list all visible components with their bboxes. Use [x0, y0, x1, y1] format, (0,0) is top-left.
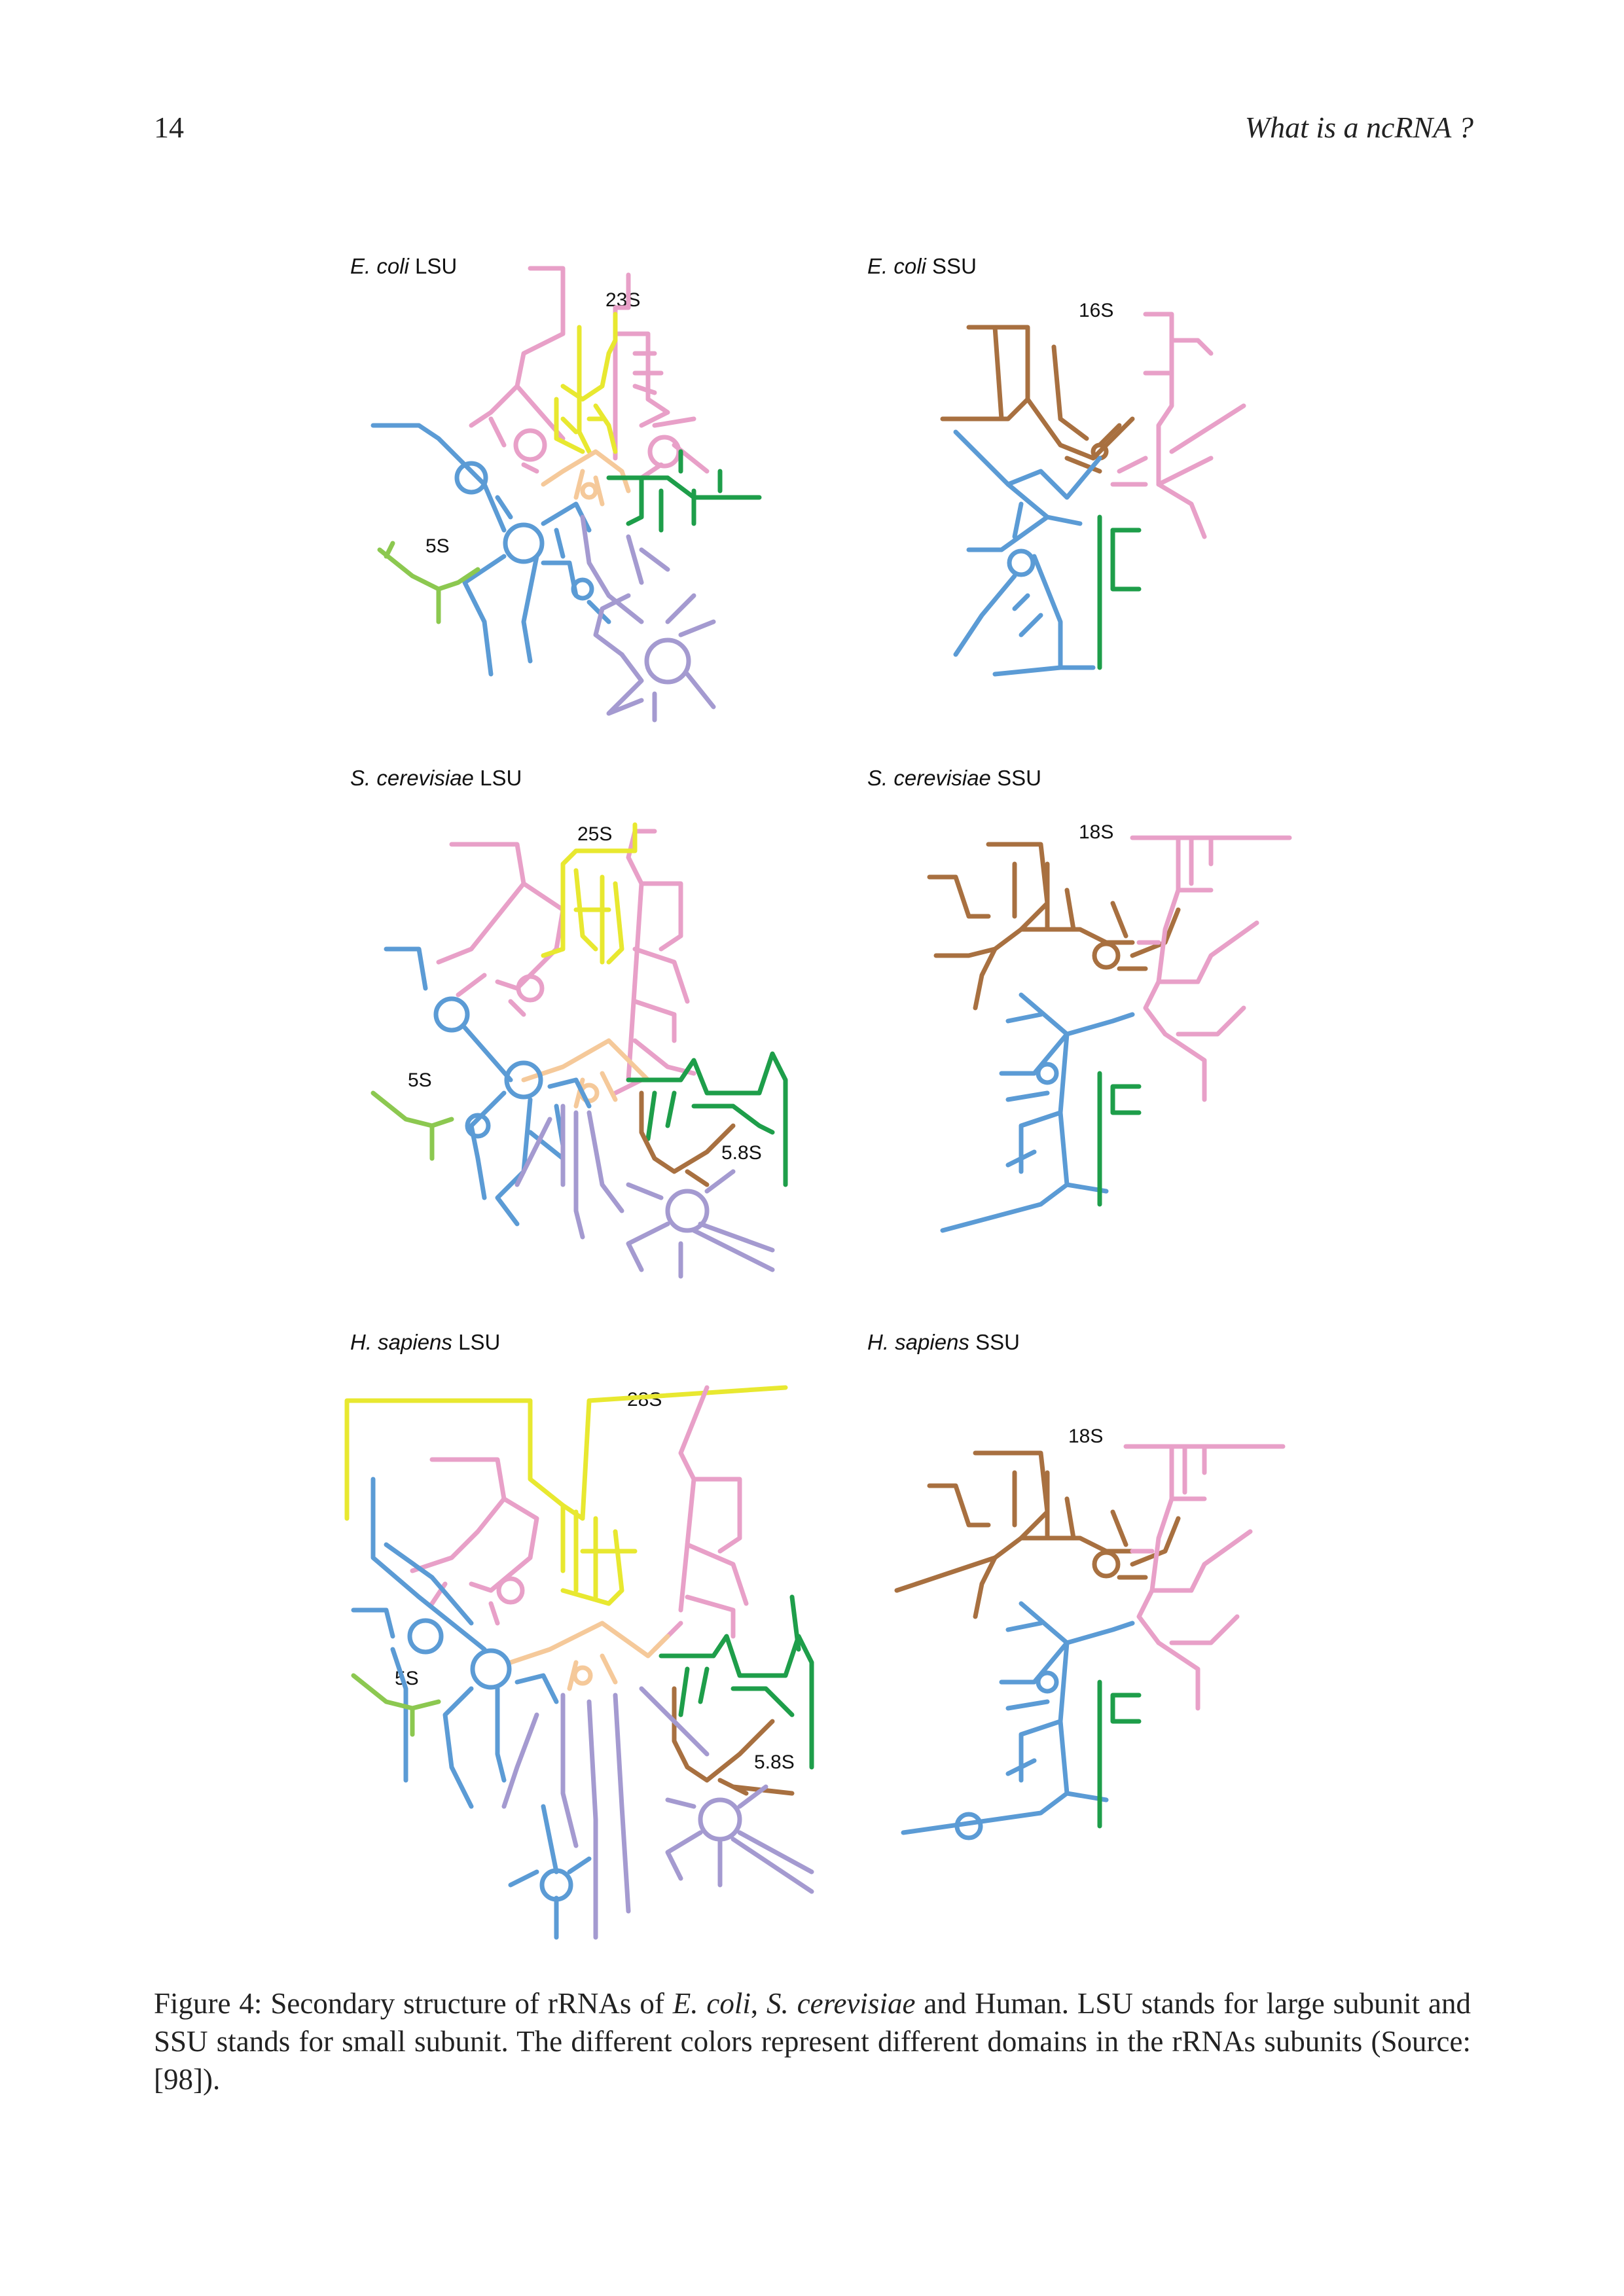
- scerevisiae-ssu-structure: [927, 835, 1292, 1233]
- panel-label-ecoli-lsu: E. coli LSU: [350, 254, 458, 278]
- rna-label-18s-yeast: 18S: [1079, 821, 1114, 843]
- rna-label-25s: 25S: [577, 823, 613, 845]
- panel-label-hsapiens-ssu: H. sapiens SSU: [867, 1330, 1020, 1354]
- page-number: 14: [154, 111, 184, 144]
- ecoli-ssu-structure: [940, 312, 1246, 677]
- running-title: What is a ncRNA ?: [1244, 111, 1473, 144]
- rna-label-5s-ecoli: 5S: [425, 535, 450, 557]
- panel-label-ecoli-ssu: E. coli SSU: [867, 254, 977, 278]
- hsapiens-lsu-structure: [344, 1385, 814, 1940]
- ecoli-lsu-structure: [370, 266, 762, 723]
- rna-label-58s-yeast: 5.8S: [721, 1142, 762, 1164]
- panel-label-scerevisiae-ssu: S. cerevisiae SSU: [867, 766, 1041, 790]
- rna-label-5s-yeast: 5S: [408, 1069, 432, 1091]
- panel-label-scerevisiae-lsu: S. cerevisiae LSU: [350, 766, 522, 790]
- panel-label-hsapiens-lsu: H. sapiens LSU: [350, 1330, 501, 1354]
- rna-label-58s-human: 5.8S: [754, 1751, 795, 1773]
- rna-label-16s: 16S: [1079, 300, 1114, 321]
- scerevisiae-lsu-structure: [370, 822, 788, 1279]
- hsapiens-ssu-structure: [894, 1444, 1286, 1840]
- rna-label-18s-human: 18S: [1068, 1426, 1104, 1447]
- figure-caption: Figure 4: Secondary structure of rRNAs o…: [154, 1987, 1471, 2096]
